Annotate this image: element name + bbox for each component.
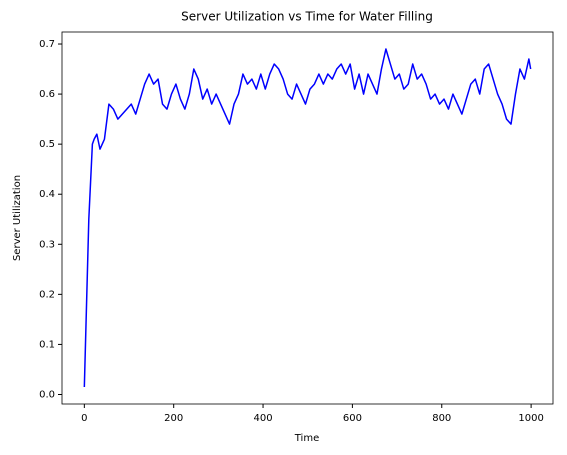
chart-title: Server Utilization vs Time for Water Fil… <box>181 10 433 24</box>
y-tick-label: 0.0 <box>39 389 55 400</box>
plot-frame <box>61 31 554 405</box>
x-axis-label: Time <box>294 433 319 444</box>
y-tick-label: 0.3 <box>39 239 55 250</box>
y-tick-label: 0.7 <box>39 39 55 50</box>
y-tick-label: 0.5 <box>39 139 55 150</box>
y-tick-label: 0.6 <box>39 89 55 100</box>
y-tick-label: 0.4 <box>39 189 55 200</box>
y-tick-label: 0.2 <box>39 289 55 300</box>
x-tick-label: 600 <box>343 413 362 424</box>
x-tick-label: 200 <box>164 413 183 424</box>
data-line <box>83 48 532 387</box>
x-tick-label: 0 <box>81 413 87 424</box>
x-tick-label: 400 <box>253 413 272 424</box>
x-tick-label: 800 <box>432 413 451 424</box>
y-tick-label: 0.1 <box>39 339 55 350</box>
y-axis-label: Server Utilization <box>12 175 23 261</box>
x-tick-label: 1000 <box>518 413 543 424</box>
